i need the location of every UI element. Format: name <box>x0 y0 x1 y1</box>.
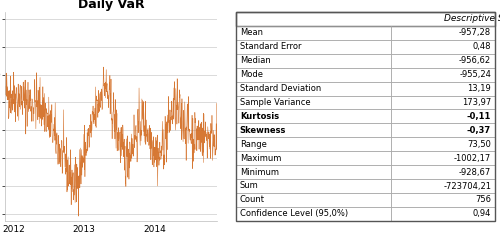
Bar <box>392 26 495 40</box>
Text: Median: Median <box>240 56 270 65</box>
Bar <box>236 137 392 151</box>
Text: Maximum: Maximum <box>240 154 281 163</box>
Text: 173,97: 173,97 <box>462 98 491 107</box>
Bar <box>236 123 392 137</box>
Bar <box>392 96 495 109</box>
Text: -1002,17: -1002,17 <box>454 154 491 163</box>
Text: -723704,21: -723704,21 <box>443 181 491 191</box>
Bar <box>236 193 392 207</box>
Text: Kurtosis: Kurtosis <box>240 112 279 121</box>
Bar <box>392 109 495 123</box>
Text: 0,94: 0,94 <box>472 209 491 218</box>
Text: -955,24: -955,24 <box>459 70 491 79</box>
Bar <box>392 123 495 137</box>
Text: -0,37: -0,37 <box>467 126 491 135</box>
Bar <box>392 193 495 207</box>
Text: Sample Variance: Sample Variance <box>240 98 310 107</box>
Bar <box>392 54 495 68</box>
Bar <box>392 207 495 221</box>
Text: Range: Range <box>240 140 266 149</box>
Text: 73,50: 73,50 <box>467 140 491 149</box>
Bar <box>236 151 392 165</box>
Bar <box>392 137 495 151</box>
Text: Confidence Level (95,0%): Confidence Level (95,0%) <box>240 209 348 218</box>
Bar <box>236 54 392 68</box>
Bar <box>392 40 495 54</box>
Text: Standard Deviation: Standard Deviation <box>240 84 321 93</box>
Text: Standard Error: Standard Error <box>240 42 302 51</box>
Bar <box>236 40 392 54</box>
Bar <box>236 165 392 179</box>
Bar <box>392 68 495 82</box>
Text: -0,11: -0,11 <box>466 112 491 121</box>
Text: Count: Count <box>240 195 265 204</box>
Text: -957,28: -957,28 <box>459 28 491 37</box>
Text: 13,19: 13,19 <box>468 84 491 93</box>
Bar <box>392 82 495 96</box>
Bar <box>236 179 392 193</box>
Bar <box>236 68 392 82</box>
Text: Skewness: Skewness <box>240 126 286 135</box>
Bar <box>236 82 392 96</box>
Text: 0,48: 0,48 <box>472 42 491 51</box>
Bar <box>392 151 495 165</box>
Bar <box>392 165 495 179</box>
Text: Sum: Sum <box>240 181 258 191</box>
Bar <box>392 179 495 193</box>
Text: 756: 756 <box>475 195 491 204</box>
Bar <box>236 207 392 221</box>
Text: -928,67: -928,67 <box>459 168 491 177</box>
Text: Minimum: Minimum <box>240 168 279 177</box>
Bar <box>236 109 392 123</box>
Title: Daily VaR: Daily VaR <box>78 0 144 11</box>
Bar <box>236 96 392 109</box>
Text: -956,62: -956,62 <box>459 56 491 65</box>
Text: Mean: Mean <box>240 28 263 37</box>
Text: Descriptive Statistics: Descriptive Statistics <box>444 14 500 24</box>
Text: Mode: Mode <box>240 70 263 79</box>
Bar <box>236 12 495 26</box>
Bar <box>236 26 392 40</box>
